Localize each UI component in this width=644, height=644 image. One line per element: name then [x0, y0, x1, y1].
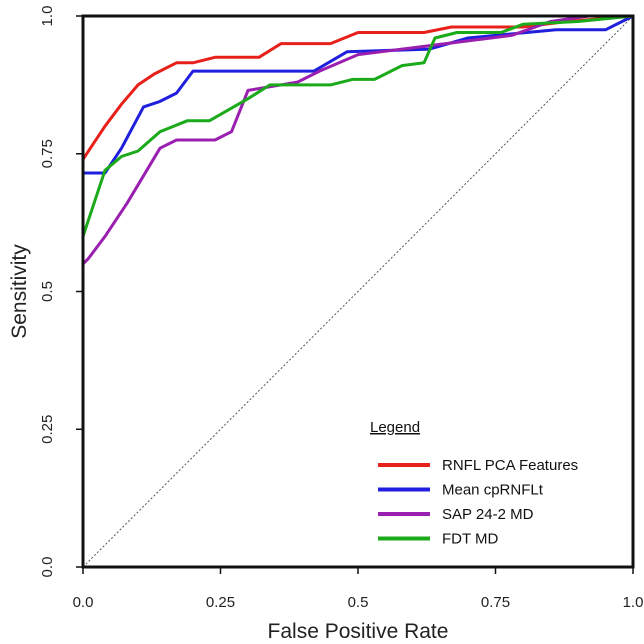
- legend-title: Legend: [370, 419, 420, 436]
- x-tick-label: 0.25: [206, 594, 235, 611]
- y-tick-label: 0.75: [39, 139, 56, 168]
- legend: Legend RNFL PCA Features Mean cpRNFLt SAP …: [370, 419, 578, 548]
- reference-layer: [82, 15, 634, 568]
- y-tick-label: 0.25: [39, 415, 56, 444]
- series-line-2: [81, 14, 633, 567]
- series-line-3: [81, 14, 634, 567]
- x-tick-label: 0.75: [481, 594, 510, 611]
- y-axis-label: Sensitivity: [8, 244, 31, 339]
- x-tick-label: 0.0: [73, 594, 94, 611]
- x-tick-label: 0.5: [348, 594, 369, 611]
- legend-label: SAP 24-2 MD: [442, 506, 534, 523]
- y-tick-label: 1.0: [39, 6, 56, 27]
- legend-label: RNFL PCA Features: [442, 457, 578, 474]
- series-line-0: [81, 14, 634, 567]
- series-layer: [81, 14, 634, 567]
- x-tick-label: 1.0: [623, 594, 644, 611]
- tick-layer: 0.0 0.25 0.5 0.75 1.0 0.0 0.25 0.5 0.75 1.0: [39, 6, 643, 611]
- legend-label: FDT MD: [442, 531, 499, 548]
- y-tick-label: 0.5: [39, 281, 56, 302]
- legend-label: Mean cpRNFLt: [442, 482, 544, 499]
- x-axis-label: False Positive Rate: [268, 620, 449, 643]
- y-tick-label: 0.0: [39, 557, 56, 578]
- chance-diagonal-line: [82, 15, 634, 568]
